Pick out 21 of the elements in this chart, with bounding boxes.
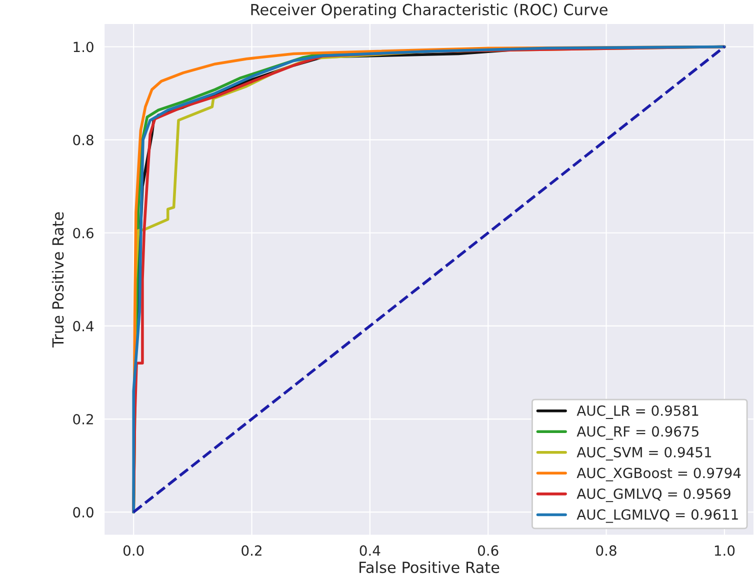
y-tick-label: 1.0: [74, 42, 94, 52]
x-tick-label: 0.8: [596, 545, 616, 556]
x-tick-label: 0.4: [360, 545, 380, 556]
legend-label: AUC_RF = 0.9675: [576, 426, 698, 440]
x-tick-label: 0.0: [123, 545, 144, 556]
y-axis-title: True Positive Rate: [52, 212, 64, 348]
x-tick-label: 0.6: [478, 545, 498, 556]
x-axis-title: False Positive Rate: [360, 561, 500, 574]
chart-title: Receiver Operating Characteristic (ROC) Curve: [251, 4, 608, 18]
y-tick-label: 0.0: [73, 507, 94, 518]
y-tick-label: 0.4: [73, 320, 94, 332]
legend-label: AUC_SVM = 0.9451: [576, 446, 712, 461]
y-tick-label: 0.6: [73, 228, 94, 238]
x-tick-label: 1.0: [714, 545, 735, 556]
legend-label: AUC_LGMLVQ = 0.9611: [576, 509, 738, 523]
legend-label: AUC_XGBoost = 0.9794: [576, 468, 741, 482]
y-tick-label: 0.8: [73, 134, 94, 146]
y-tick-label: 0.2: [73, 414, 93, 424]
legend-label: AUC_LR = 0.9581: [576, 405, 698, 419]
x-tick-label: 0.2: [242, 545, 262, 556]
legend-label: AUC_GMLVQ = 0.9569: [576, 488, 730, 502]
